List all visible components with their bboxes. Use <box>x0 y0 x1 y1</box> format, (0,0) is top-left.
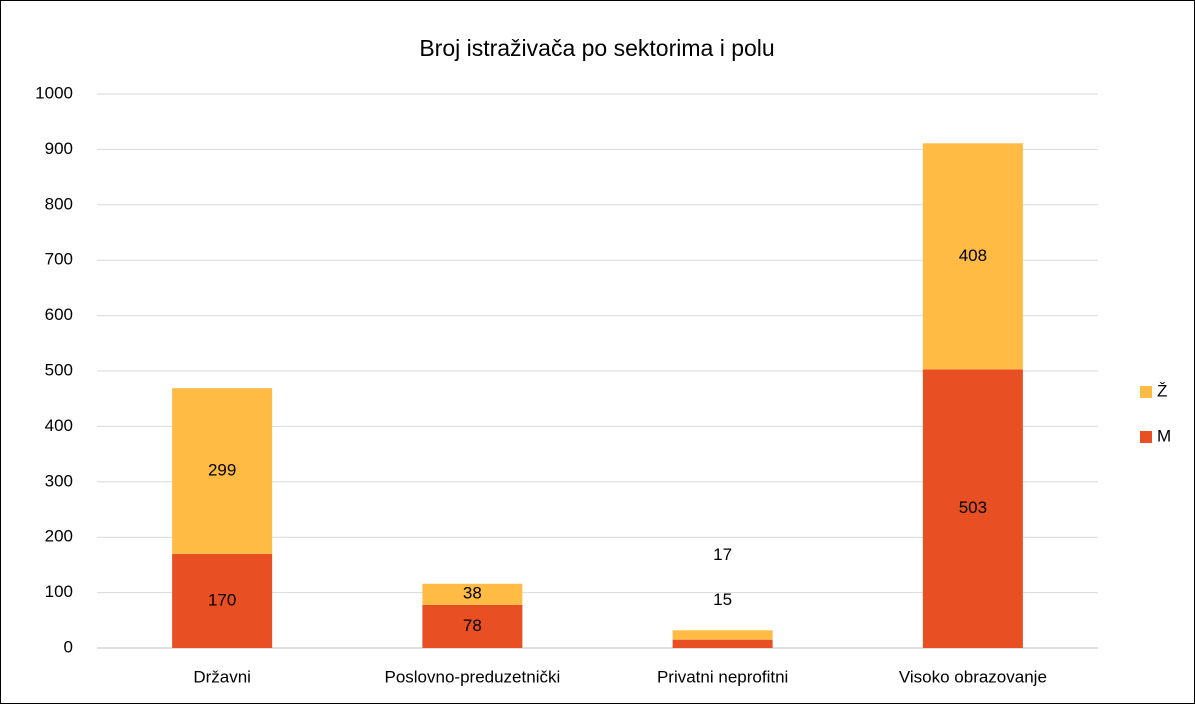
y-tick-label: 400 <box>45 416 73 435</box>
bar-segment <box>422 604 523 648</box>
y-tick-label: 600 <box>45 305 73 324</box>
bar-segment <box>172 388 273 554</box>
bar-segment <box>422 583 523 605</box>
y-tick-label: 300 <box>45 471 73 490</box>
chart-title: Broj istraživača po sektorima i polu <box>419 35 774 61</box>
bar-segment <box>672 630 773 640</box>
data-label: 38 <box>463 584 482 603</box>
y-tick-label: 1000 <box>35 83 73 102</box>
legend-label: Ž <box>1157 381 1167 400</box>
legend-swatch <box>1140 431 1152 443</box>
x-tick-label: Poslovno-preduzetnički <box>384 667 560 686</box>
y-tick-label: 200 <box>45 527 73 546</box>
legend-label: M <box>1157 426 1171 445</box>
data-label: 408 <box>959 246 987 265</box>
bar-segment <box>672 639 773 648</box>
data-label: 15 <box>713 590 732 609</box>
y-tick-label: 0 <box>64 637 73 656</box>
legend-swatch <box>1140 386 1152 398</box>
data-label: 170 <box>208 590 236 609</box>
bar-segment <box>922 369 1023 648</box>
y-tick-label: 800 <box>45 194 73 213</box>
data-label: 17 <box>713 545 732 564</box>
y-tick-label: 700 <box>45 250 73 269</box>
bar-segment <box>172 553 273 648</box>
data-label: 78 <box>463 616 482 635</box>
x-tick-label: Privatni neprofitni <box>657 667 788 686</box>
y-tick-label: 900 <box>45 139 73 158</box>
y-tick-label: 500 <box>45 360 73 379</box>
x-tick-label: Državni <box>193 667 251 686</box>
data-label: 299 <box>208 460 236 479</box>
y-tick-label: 100 <box>45 582 73 601</box>
x-tick-label: Visoko obrazovanje <box>899 667 1047 686</box>
data-label: 503 <box>959 498 987 517</box>
bar-segment <box>922 143 1023 370</box>
